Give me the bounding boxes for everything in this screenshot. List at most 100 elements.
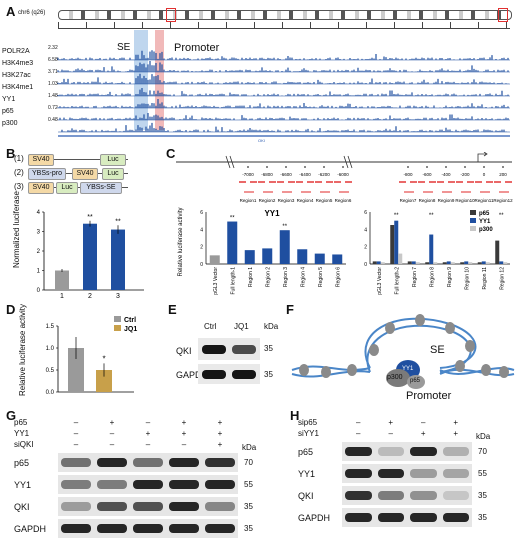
blot-band bbox=[410, 447, 437, 456]
blot-band bbox=[205, 524, 235, 533]
c-bar bbox=[332, 254, 343, 264]
ideogram-locus-marker bbox=[166, 8, 176, 22]
blot-strip bbox=[342, 486, 472, 505]
blot-band bbox=[442, 513, 469, 522]
construct-part: SV40 bbox=[72, 168, 98, 180]
e-kda-label: kDa bbox=[264, 322, 279, 331]
blot-band bbox=[61, 502, 91, 511]
track-name: H3K27ac bbox=[2, 72, 31, 79]
construct-line bbox=[28, 159, 128, 160]
blot-band bbox=[205, 458, 235, 467]
c-category-label: Full length-1 bbox=[230, 267, 236, 295]
c-coord-label: -6600 bbox=[280, 172, 292, 177]
condition-label: p65 bbox=[14, 418, 28, 427]
c-bar bbox=[450, 262, 455, 264]
c-coord-dot bbox=[323, 166, 325, 168]
blot-band bbox=[345, 447, 372, 456]
blot-band bbox=[202, 345, 226, 354]
b-tick-label: 1 bbox=[37, 269, 41, 275]
b-tick-label: 2 bbox=[37, 249, 41, 255]
c-tss-arrow bbox=[477, 153, 486, 162]
c-coord-dot bbox=[426, 166, 428, 168]
e-row-gapdh: GAPDH bbox=[176, 370, 209, 380]
e-kda-gapdh: 35 bbox=[264, 370, 273, 379]
c-left-region-label: Region1 bbox=[240, 198, 257, 203]
svg-text:QKI: QKI bbox=[258, 138, 265, 142]
chromatin-loop bbox=[291, 314, 515, 389]
c-category-label: Full length-2 bbox=[394, 267, 400, 295]
b-star: ** bbox=[87, 214, 93, 221]
c-category-label: Region 12 bbox=[499, 267, 505, 290]
nucleosome bbox=[369, 344, 379, 356]
c-bar bbox=[477, 262, 482, 264]
c-legend-swatch bbox=[470, 226, 476, 231]
blot-band bbox=[410, 491, 437, 500]
blot-band bbox=[169, 458, 199, 467]
panel-f-loop-diagram: SE YY1 p300 p65 Promoter bbox=[290, 310, 516, 405]
blot-band bbox=[442, 469, 469, 478]
c-bar bbox=[433, 262, 438, 264]
construct-part: Luc bbox=[56, 182, 78, 194]
blot-row-label: p65 bbox=[14, 458, 30, 468]
c-right-region-label: Region11 bbox=[475, 198, 494, 203]
b-tick-label: 3 bbox=[37, 230, 41, 236]
c-coord-dot bbox=[304, 166, 306, 168]
construct-part: SV40 bbox=[28, 154, 54, 166]
c-category-label: Region 5 bbox=[318, 267, 324, 287]
blot-row-label: p65 bbox=[298, 447, 314, 457]
panel-label-a: A bbox=[6, 4, 16, 19]
promoter-highlight bbox=[155, 30, 164, 130]
panel-label-f: F bbox=[286, 302, 294, 317]
track-signal bbox=[57, 61, 509, 72]
construct-number: (1) bbox=[14, 154, 24, 163]
b-category-label: 2 bbox=[88, 293, 92, 300]
c-left-region-label: Region3 bbox=[278, 198, 295, 203]
b-tick-label: 0 bbox=[37, 288, 41, 294]
panel-e-blot: Ctrl JQ1 kDa QKI GAPDH 35 35 bbox=[176, 310, 286, 400]
blot-band bbox=[97, 524, 127, 533]
construct-part: YBSs-SE bbox=[80, 182, 122, 194]
c-coord-dot bbox=[285, 166, 287, 168]
panel-a-genome-tracks: chr6 (q26) SE Promoter QKI POLR2A 2.32 H3K… bbox=[2, 8, 518, 142]
c-category-label: pGL3 Vector bbox=[377, 267, 383, 295]
c-legend-label: p300 bbox=[479, 227, 493, 233]
c-bar bbox=[314, 253, 325, 264]
c-category-label: Region 7 bbox=[412, 267, 418, 287]
blot-band bbox=[133, 458, 163, 467]
c-break-mark bbox=[225, 155, 235, 169]
blot-band bbox=[377, 447, 404, 456]
condition-value: – bbox=[109, 429, 115, 438]
blot-band bbox=[377, 469, 404, 478]
c-bar bbox=[262, 248, 273, 264]
c-bar bbox=[279, 230, 290, 264]
b-bar bbox=[111, 229, 125, 290]
c-bar bbox=[503, 262, 508, 264]
b-star: ** bbox=[115, 218, 121, 225]
track-signal bbox=[57, 113, 509, 120]
panel-label-e: E bbox=[168, 302, 177, 317]
d-tick-label: 1.5 bbox=[46, 324, 55, 330]
c-coord-dot bbox=[342, 166, 344, 168]
f-yy1-label: YY1 bbox=[402, 366, 414, 372]
promoter-label: Promoter bbox=[174, 42, 220, 54]
b-category-label: 1 bbox=[60, 293, 64, 300]
blot-row-label: YY1 bbox=[14, 480, 32, 490]
condition-value: + bbox=[181, 429, 187, 438]
blot-band bbox=[205, 502, 235, 511]
d-legend-swatch bbox=[114, 316, 121, 322]
blot-band bbox=[133, 480, 163, 489]
c-star: ** bbox=[499, 213, 504, 219]
blot-kda-marker: 35 bbox=[478, 491, 487, 500]
c-category-label: Region 4 bbox=[300, 267, 306, 287]
condition-value: – bbox=[109, 440, 115, 449]
blot-band bbox=[232, 370, 256, 379]
panel-c-diagram-and-charts: -7000 Region1 -6800 Region2 -6600 Region3 -640… bbox=[176, 152, 513, 295]
blot-kda-marker: 35 bbox=[244, 524, 253, 533]
c-ylabel: Relative luciferase activity bbox=[178, 207, 184, 276]
c-bar bbox=[429, 234, 434, 264]
b-category-label: 3 bbox=[116, 293, 120, 300]
track-max: 1.03 bbox=[48, 81, 58, 87]
condition-value: + bbox=[181, 418, 187, 427]
condition-value: + bbox=[420, 429, 426, 438]
blot-band bbox=[410, 513, 437, 522]
